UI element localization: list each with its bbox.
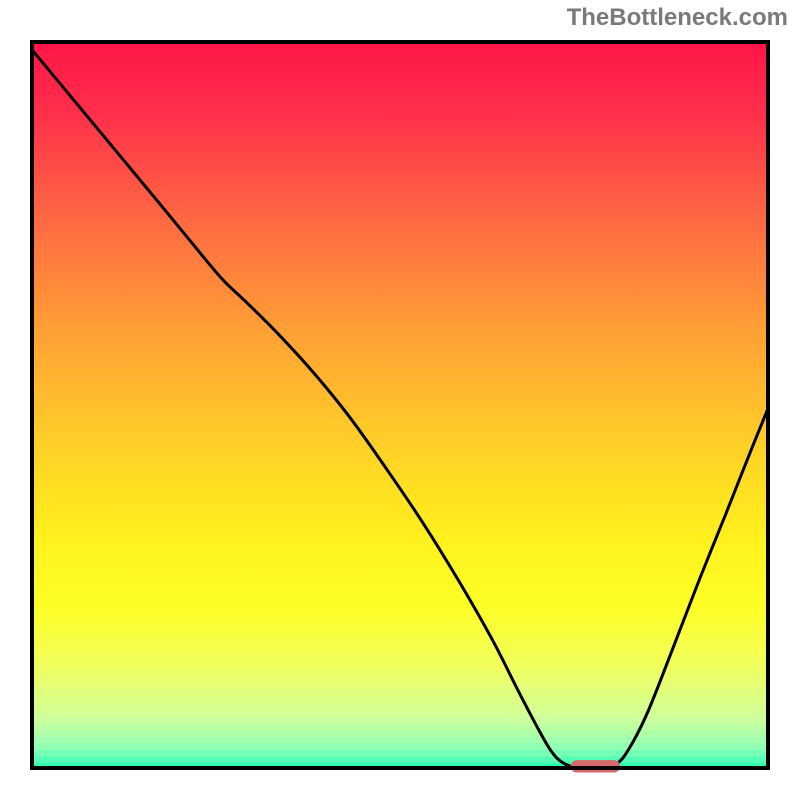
bottleneck-chart <box>0 0 800 800</box>
gradient-banding <box>30 624 770 771</box>
